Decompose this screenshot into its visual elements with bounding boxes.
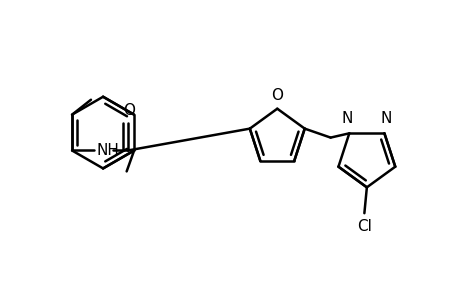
Text: N: N: [341, 111, 352, 126]
Text: N: N: [380, 111, 391, 126]
Text: Cl: Cl: [356, 219, 371, 234]
Text: O: O: [123, 103, 134, 118]
Text: O: O: [271, 88, 283, 103]
Text: NH: NH: [97, 143, 119, 158]
